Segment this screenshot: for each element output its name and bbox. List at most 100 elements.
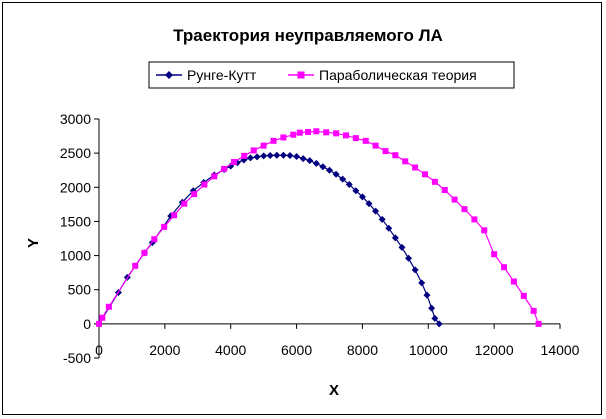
data-point-parabolic [296, 129, 303, 136]
data-point-runge-kutta [385, 224, 393, 232]
legend: Рунге-Кутт Параболическая теория [148, 61, 515, 89]
data-point-parabolic [481, 227, 488, 234]
data-point-parabolic [421, 171, 428, 178]
data-point-runge-kutta [286, 152, 294, 160]
data-point-parabolic [290, 131, 297, 138]
data-point-parabolic [392, 152, 399, 159]
legend-label-runge-kutta: Рунге-Кутт [187, 67, 257, 83]
y-tick-label: 1000 [60, 248, 91, 264]
data-point-runge-kutta [418, 279, 426, 287]
chart-area: Траектория неуправляемого ЛА Рунге-Кутт … [2, 2, 602, 415]
data-point-parabolic [161, 223, 168, 230]
axes [94, 118, 561, 359]
x-tick-label: 14000 [541, 342, 580, 358]
data-point-parabolic [250, 147, 257, 154]
data-point-runge-kutta [339, 175, 347, 183]
data-point-runge-kutta [253, 153, 261, 161]
data-point-runge-kutta [431, 314, 439, 322]
data-point-runge-kutta [435, 320, 443, 328]
x-tick-label: 2000 [149, 342, 180, 358]
data-point-runge-kutta [391, 234, 399, 242]
x-tick-label: 4000 [215, 342, 246, 358]
x-tick-label: 8000 [347, 342, 378, 358]
data-point-parabolic [270, 137, 277, 144]
y-tick-label: -500 [63, 350, 91, 366]
chart-title: Траектория неуправляемого ЛА [173, 26, 443, 45]
data-point-parabolic [402, 158, 409, 165]
data-point-parabolic [491, 251, 498, 258]
data-point-runge-kutta [306, 157, 314, 165]
data-point-parabolic [431, 178, 438, 185]
data-point-runge-kutta [246, 154, 254, 162]
data-point-parabolic [501, 264, 508, 271]
data-point-runge-kutta [299, 155, 307, 163]
data-point-runge-kutta [326, 166, 333, 174]
y-axis-title: Y [25, 238, 42, 248]
data-point-runge-kutta [260, 152, 268, 160]
data-point-runge-kutta [358, 193, 366, 201]
data-point-parabolic [352, 135, 359, 142]
data-point-runge-kutta [273, 151, 281, 159]
data-point-parabolic [471, 216, 478, 223]
data-point-parabolic [510, 278, 517, 285]
data-point-parabolic [313, 128, 320, 135]
y-tick-label: 0 [83, 316, 91, 332]
data-point-runge-kutta [411, 266, 419, 274]
data-point-parabolic [441, 187, 448, 194]
legend-marker-parabolic [297, 71, 305, 79]
data-point-parabolic [201, 181, 208, 188]
data-point-parabolic [221, 165, 228, 172]
data-point-runge-kutta [312, 159, 320, 167]
data-point-parabolic [451, 196, 458, 203]
data-point-runge-kutta [398, 243, 406, 251]
data-point-parabolic [96, 320, 102, 327]
data-point-runge-kutta [345, 181, 353, 189]
data-point-runge-kutta [293, 153, 301, 161]
data-point-parabolic [362, 137, 369, 144]
x-axis-title: X [329, 382, 339, 399]
chart-svg: Траектория неуправляемого ЛА Рунге-Кутт … [25, 26, 580, 399]
series-parabolic [96, 128, 542, 327]
data-point-parabolic [520, 292, 527, 299]
data-point-runge-kutta [372, 207, 380, 215]
y-tick-label: 2500 [60, 145, 91, 161]
data-point-runge-kutta [365, 200, 373, 208]
data-point-runge-kutta [266, 152, 274, 160]
data-point-runge-kutta [319, 163, 327, 171]
data-point-parabolic [151, 236, 158, 243]
data-point-parabolic [132, 262, 139, 269]
x-tick-label: 12000 [475, 342, 514, 358]
y-tick-labels: -500 0 500 1000 1500 2000 2500 3000 [60, 111, 91, 366]
data-point-parabolic [171, 212, 178, 219]
x-tick-label: 10000 [409, 342, 448, 358]
data-point-parabolic [231, 159, 238, 166]
data-point-runge-kutta [332, 170, 340, 178]
data-point-parabolic [305, 128, 312, 135]
x-tick-label: 0 [95, 342, 103, 358]
data-point-parabolic [333, 130, 340, 137]
data-point-runge-kutta [423, 291, 431, 299]
data-point-parabolic [99, 314, 106, 321]
data-point-parabolic [382, 148, 389, 155]
series-layer [95, 128, 542, 328]
data-point-parabolic [412, 164, 419, 171]
data-point-parabolic [105, 303, 112, 310]
y-tick-label: 2000 [60, 179, 91, 195]
data-point-runge-kutta [428, 304, 436, 312]
data-point-parabolic [260, 142, 267, 149]
data-point-parabolic [280, 134, 287, 141]
data-point-runge-kutta [352, 187, 360, 195]
series-line-parabolic [98, 130, 540, 325]
data-point-parabolic [323, 129, 330, 136]
data-point-runge-kutta [378, 215, 386, 223]
data-point-parabolic [372, 142, 379, 149]
legend-box [148, 61, 515, 89]
data-point-parabolic [530, 307, 537, 314]
x-tick-label: 6000 [281, 342, 312, 358]
x-tick-labels: 0 2000 4000 6000 8000 10000 12000 14000 [95, 342, 580, 358]
data-point-runge-kutta [279, 151, 287, 159]
data-point-parabolic [191, 191, 198, 198]
y-tick-label: 1500 [60, 213, 91, 229]
data-point-runge-kutta [405, 254, 413, 262]
data-point-parabolic [241, 152, 248, 159]
